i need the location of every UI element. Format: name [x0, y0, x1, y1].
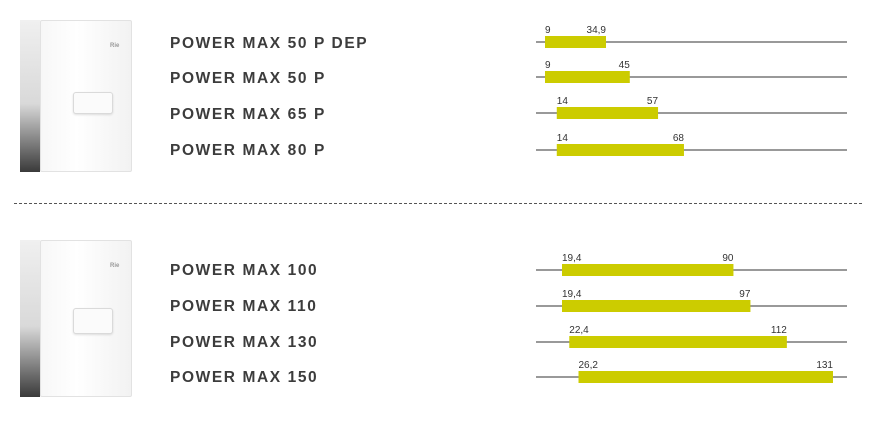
range-bar [545, 36, 606, 48]
range-min-label: 9 [545, 25, 551, 36]
boiler-image-top: Rie [20, 20, 132, 172]
range-min-label: 14 [557, 133, 569, 144]
model-label: POWER MAX 65 P [170, 106, 326, 123]
model-label: POWER MAX 150 [170, 369, 319, 386]
range-max-label: 34,9 [587, 25, 607, 36]
range-max-label: 112 [771, 325, 787, 336]
range-max-label: 131 [816, 360, 833, 371]
range-min-label: 19,4 [562, 289, 582, 300]
range-max-label: 57 [647, 96, 659, 107]
model-label: POWER MAX 110 [170, 298, 318, 315]
boiler-image-bottom: Rie [20, 240, 132, 397]
model-label: POWER MAX 80 P [170, 142, 326, 159]
range-min-label: 26,2 [579, 360, 599, 371]
boiler-logo: Rie [110, 43, 120, 49]
boiler-side-panel [20, 20, 40, 172]
range-max-label: 97 [739, 289, 751, 300]
range-max-label: 45 [619, 60, 631, 71]
range-min-label: 19,4 [562, 253, 582, 264]
range-bar [556, 107, 659, 119]
range-min-label: 9 [545, 60, 551, 71]
boiler-control-panel [73, 92, 113, 114]
boiler-logo: Rie [110, 263, 120, 269]
range-bar [578, 371, 833, 383]
section-divider [14, 203, 862, 204]
range-min-label: 22,4 [569, 325, 589, 336]
boiler-side-panel [20, 240, 40, 397]
model-label: POWER MAX 50 P [170, 70, 326, 87]
range-max-label: 68 [673, 133, 685, 144]
boiler-control-panel [73, 308, 113, 334]
model-label: POWER MAX 130 [170, 334, 319, 351]
range-bar [562, 300, 751, 312]
range-bar [556, 144, 684, 156]
range-bar [569, 336, 787, 348]
model-label: POWER MAX 50 P DEP [170, 35, 369, 52]
model-label: POWER MAX 100 [170, 262, 319, 279]
range-bar [562, 264, 734, 276]
range-min-label: 14 [557, 96, 569, 107]
range-bar [545, 71, 630, 83]
range-max-label: 90 [722, 253, 734, 264]
